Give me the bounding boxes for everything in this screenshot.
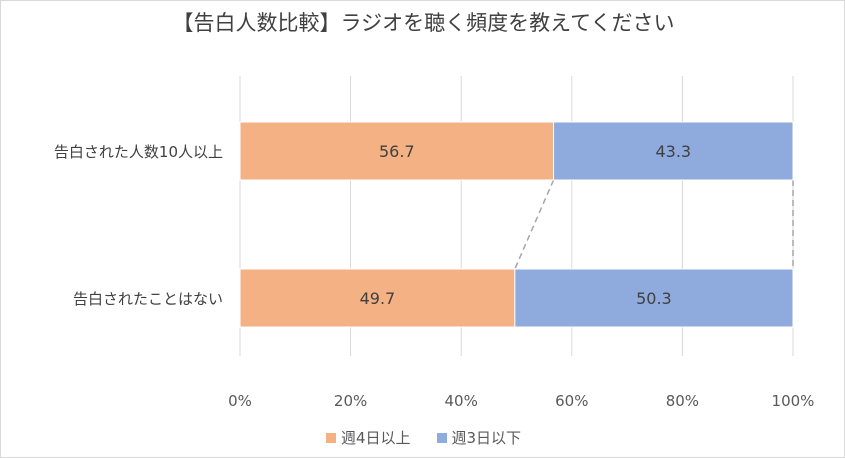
legend-swatch-series-1: [325, 432, 336, 443]
bar-data-label: 56.7: [379, 142, 415, 161]
category-label: 告白された人数10人以上: [54, 143, 223, 161]
chart-legend: 週4日以上 週3日以下: [1, 427, 845, 448]
bar-segment: [553, 121, 794, 181]
legend-item-series-1: 週4日以上: [325, 427, 411, 448]
legend-item-series-2: 週3日以下: [436, 427, 522, 448]
x-tick-label: 0%: [228, 392, 252, 410]
x-tick-label: 60%: [555, 392, 588, 410]
chart-plot: 56.7 43.3 49.7 50.3 0% 20% 40% 60% 80% 100% 告白され…: [54, 76, 815, 410]
bar-segment: [514, 268, 794, 328]
category-label: 告白されたことはない: [73, 290, 223, 308]
bar-data-label: 49.7: [360, 289, 396, 308]
chart-title: 【告白人数比較】ラジオを聴く頻度を教えてください: [172, 11, 675, 35]
legend-swatch-series-2: [436, 432, 447, 443]
bar-segment: [239, 268, 516, 328]
x-tick-label: 100%: [772, 392, 815, 410]
x-tick-label: 40%: [445, 392, 478, 410]
series-connector-line: [514, 179, 555, 270]
x-tick-label: 20%: [334, 392, 367, 410]
bar-data-label: 50.3: [636, 289, 672, 308]
legend-label-series-2: 週3日以下: [451, 429, 522, 447]
bar-data-label: 43.3: [655, 142, 691, 161]
x-tick-label: 80%: [666, 392, 699, 410]
legend-label-series-1: 週4日以上: [340, 429, 411, 447]
